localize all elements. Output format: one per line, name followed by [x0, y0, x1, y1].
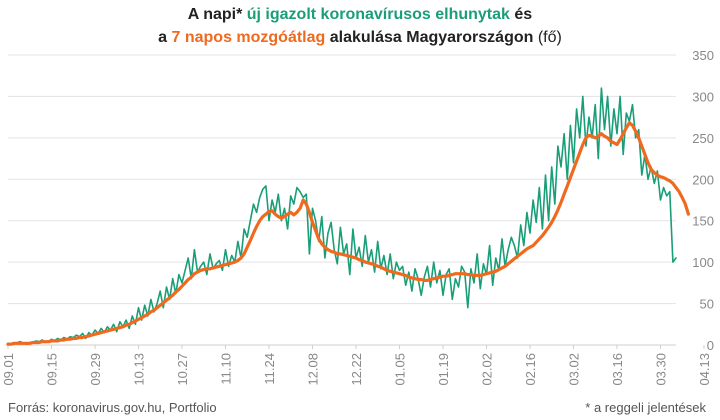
x-tick-label: 11.24 — [262, 353, 277, 385]
chart-title-line-2: a 7 napos mozgóátlag alakulása Magyarors… — [0, 27, 720, 49]
title-suffix-1: és — [509, 6, 533, 23]
y-tick-label: 150 — [692, 214, 714, 229]
title-middle-2: alakulása Magyarországon — [325, 29, 534, 46]
y-tick-label: 250 — [692, 131, 714, 146]
x-tick-label: 02.02 — [479, 353, 494, 386]
x-tick-label: 09.29 — [88, 353, 103, 386]
x-tick-label: 03.16 — [610, 353, 625, 386]
x-tick-label: 10.13 — [131, 353, 146, 386]
title-prefix-2: a — [158, 29, 172, 46]
chart-title-line-1: A napi* új igazolt koronavírusos elhunyt… — [0, 4, 720, 26]
x-tick-label: 04.13 — [697, 353, 712, 386]
x-tick-label: 02.16 — [523, 353, 538, 386]
x-tick-label: 12.08 — [305, 353, 320, 386]
x-tick-label: 01.19 — [436, 353, 451, 386]
y-tick-label: 100 — [692, 255, 714, 270]
y-tick-label: 50 — [700, 297, 714, 312]
x-tick-label: 03.30 — [653, 353, 668, 386]
y-tick-label: 350 — [692, 48, 714, 63]
title-highlight-average: 7 napos mozgóátlag — [171, 29, 326, 46]
x-tick-label: 09.01 — [1, 353, 16, 386]
x-tick-label: 03.02 — [566, 353, 581, 386]
y-tick-label: 0 — [707, 338, 714, 353]
x-tick-label: 11.10 — [218, 353, 233, 385]
title-prefix-1: A napi* — [187, 6, 247, 23]
footnote: * a reggeli jelentések — [585, 400, 706, 415]
x-tick-label: 12.22 — [349, 353, 364, 386]
source-note: Forrás: koronavirus.gov.hu, Portfolio — [8, 400, 217, 415]
title-highlight-daily: új igazolt koronavírusos elhunytak — [246, 6, 510, 23]
x-tick-label: 01.05 — [392, 353, 407, 386]
y-tick-label: 300 — [692, 89, 714, 104]
x-tick-label: 10.27 — [175, 353, 190, 386]
x-tick-label: 09.15 — [44, 353, 59, 386]
title-unit: (fő) — [533, 29, 562, 46]
daily-deaths-line — [7, 87, 677, 345]
y-tick-label: 200 — [692, 172, 714, 187]
moving-average-line — [6, 121, 690, 346]
